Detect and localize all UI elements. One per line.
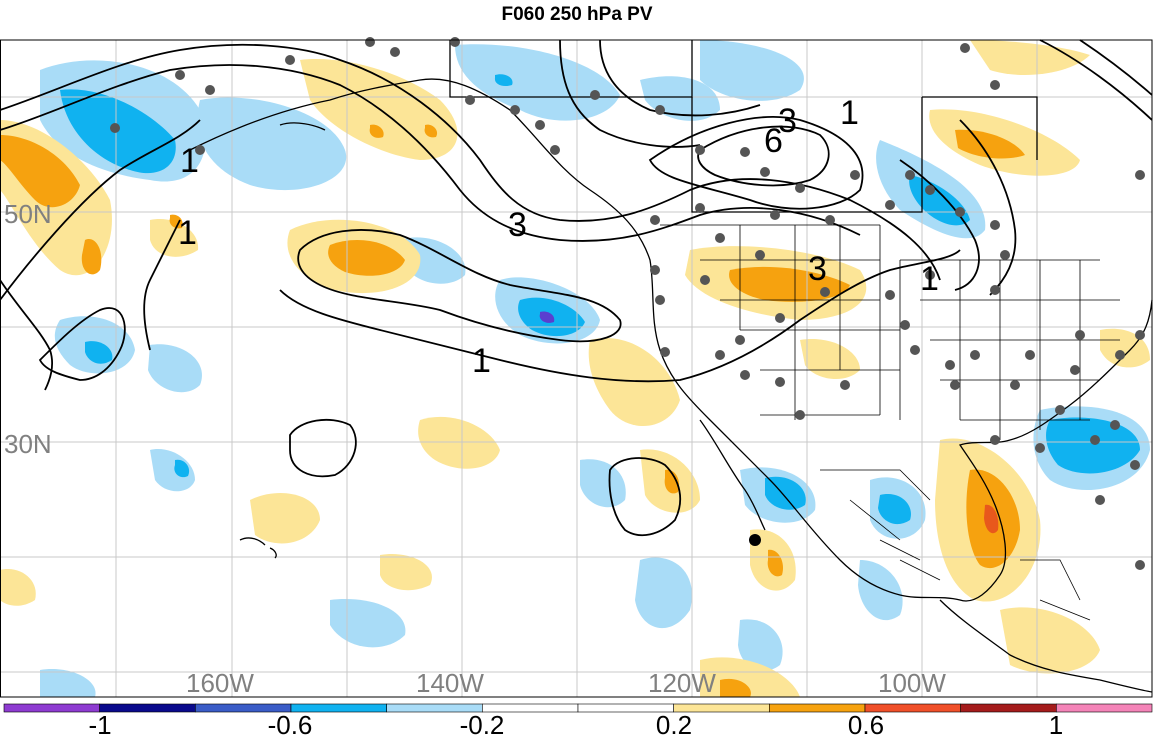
station-dots	[110, 37, 1145, 570]
positive-mid-shading	[0, 124, 1025, 697]
colorbar-tick-label: -0.2	[460, 710, 505, 739]
map-border	[0, 39, 1153, 698]
contour-label: 6	[764, 122, 783, 160]
station-marker	[749, 534, 761, 546]
colorbar-segment	[1056, 703, 1153, 713]
political-boundaries	[660, 224, 1120, 621]
pv-contours	[0, 39, 1153, 537]
colorbar-tick-label: 0.2	[656, 710, 692, 739]
lon-label-140w: 140W	[416, 668, 484, 698]
contour-label: 1	[472, 342, 491, 380]
strong-shading	[539, 311, 999, 534]
colorbar-tick-label: -1	[88, 710, 111, 739]
lon-label-160w: 160W	[186, 668, 254, 698]
colorbar	[3, 703, 1153, 713]
contour-label: 1	[178, 214, 197, 252]
figure-title: F060 250 hPa PV	[501, 4, 653, 25]
contour-label: 3	[778, 102, 797, 140]
colorbar-segment	[3, 703, 100, 713]
colorbar-labels: -1 -0.6 -0.2 0.2 0.6 1	[88, 710, 1063, 739]
contour-label: 3	[808, 250, 827, 288]
colorbar-segment	[960, 703, 1057, 713]
contour-label: 1	[840, 94, 859, 132]
colorbar-segment	[99, 703, 196, 713]
lon-label-120w: 120W	[648, 668, 716, 698]
lon-label-100w: 100W	[878, 668, 946, 698]
contour-label: 1	[920, 260, 939, 298]
lat-label-50n: 50N	[4, 199, 52, 229]
lat-label-30n: 30N	[4, 429, 52, 459]
colorbar-tick-label: -0.6	[268, 710, 313, 739]
colorbar-tick-label: 0.6	[848, 710, 884, 739]
contour-label: 3	[508, 206, 527, 244]
coastlines	[189, 40, 1153, 693]
contour-label: 1	[180, 142, 199, 180]
colorbar-tick-label: 1	[1049, 710, 1063, 739]
